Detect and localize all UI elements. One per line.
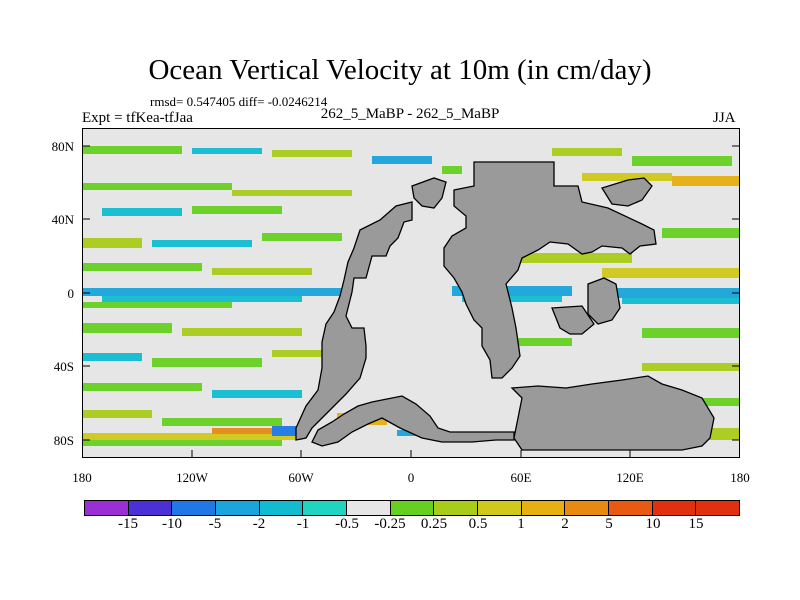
- colorbar-swatch: [128, 501, 173, 515]
- lat-label-40n: 40N: [51, 212, 74, 227]
- colorbar-label: 2: [561, 516, 569, 532]
- lat-label-40s: 40S: [53, 359, 74, 374]
- plot-title: Ocean Vertical Velocity at 10m (in cm/da…: [148, 54, 652, 86]
- colorbar-swatch: [696, 501, 740, 515]
- land-greenland: [411, 177, 447, 209]
- colorbar-swatch: [172, 501, 217, 515]
- lon-label-60e: 60E: [510, 470, 532, 485]
- colorbar-swatch: [303, 501, 348, 515]
- colorbar-label: -0.5: [335, 516, 359, 532]
- colorbar-label: 1: [517, 516, 525, 532]
- colorbar-label: 15: [688, 516, 704, 532]
- colorbar-label: -2: [252, 516, 266, 532]
- velocity-field: [82, 146, 740, 446]
- colorbar-swatch: [259, 501, 304, 515]
- lon-label-180e: 180: [730, 470, 750, 485]
- lat-label-80n: 80N: [51, 139, 74, 154]
- land-afro-eurasia: [443, 161, 657, 379]
- north-midlat-bands: [82, 183, 740, 278]
- lon-label-120w: 120W: [176, 470, 208, 485]
- colorbar-swatch: [652, 501, 697, 515]
- land-australia-indonesia: [587, 277, 621, 325]
- lat-label-0: 0: [67, 286, 75, 301]
- land-masses: [295, 161, 715, 451]
- lon-label-120e: 120E: [616, 470, 644, 485]
- colorbar-label: -5: [208, 516, 222, 532]
- lon-label-180w: 180: [72, 470, 92, 485]
- colorbar-swatch: [216, 501, 260, 515]
- colorbar-label: -0.25: [374, 516, 406, 532]
- colorbar-label: 0.5: [468, 516, 488, 532]
- colorbar-label: 0.25: [420, 516, 448, 532]
- land-asia-east: [601, 177, 653, 207]
- lat-label-80s: 80S: [53, 433, 74, 448]
- colorbar-swatch: [521, 501, 566, 515]
- lon-label-60w: 60W: [288, 470, 314, 485]
- colorbar-swatch: [434, 501, 479, 515]
- colorbar-label: -1: [296, 516, 310, 532]
- land-se-asia: [551, 305, 595, 335]
- axis-ticks: [82, 145, 740, 458]
- land-antarctica: [311, 395, 515, 447]
- colorbar-label: 10: [645, 516, 661, 532]
- lon-label-0: 0: [407, 470, 415, 485]
- equatorial-band: [82, 286, 740, 308]
- experiment-label: Expt = tfKea-tfJaa: [82, 110, 193, 126]
- runs-label: 262_5_MaBP - 262_5_MaBP: [320, 106, 500, 122]
- colorbar-swatch: [565, 501, 610, 515]
- colorbar-swatch: [609, 501, 653, 515]
- colorbar-swatch: [347, 501, 391, 515]
- colorbar-swatch: [478, 501, 522, 515]
- arctic-band: [82, 146, 740, 186]
- south-bands: [82, 323, 740, 426]
- colorbar-label: -15: [118, 516, 138, 532]
- colorbar-swatch: [390, 501, 435, 515]
- land-americas: [295, 201, 413, 441]
- velocity-map: [82, 128, 740, 458]
- colorbar: [84, 500, 740, 516]
- season-label: JJA: [713, 110, 736, 126]
- land-antarctica-east: [510, 375, 715, 451]
- colorbar-swatch: [85, 501, 129, 515]
- stats-line: rmsd= 0.547405 diff= -0.0246214: [150, 94, 328, 109]
- colorbar-label: 5: [605, 516, 613, 532]
- colorbar-label: -10: [162, 516, 182, 532]
